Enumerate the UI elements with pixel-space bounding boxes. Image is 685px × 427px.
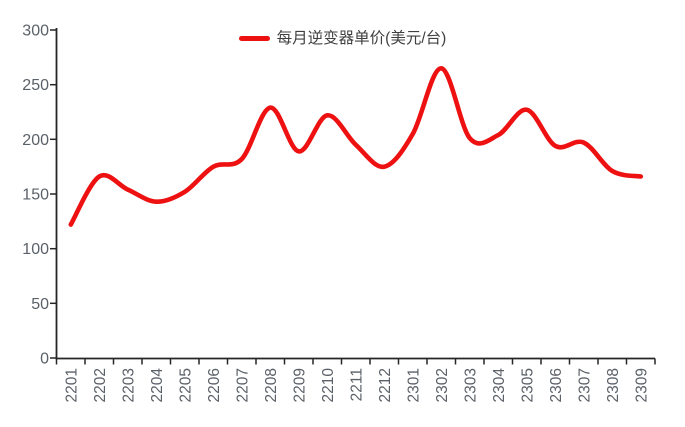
x-tick-label: 2201 [63,368,80,402]
y-tick-label: 100 [22,241,49,258]
x-tick-label: 2206 [206,368,223,402]
x-tick-label: 2308 [605,368,622,402]
x-tick-label: 2203 [120,368,137,402]
price-line-series [68,66,644,227]
x-tick-label: 2301 [405,368,422,402]
y-tick-label: 300 [22,23,49,40]
y-tick-label: 200 [22,132,49,149]
axes-lines [55,28,655,360]
x-tick-label: 2204 [149,368,166,403]
x-tick-label: 2202 [92,368,109,402]
x-tick-label: 2205 [177,368,194,402]
x-tick-label: 2208 [263,368,280,402]
x-tick-label: 2207 [234,368,251,402]
y-tick-label: 50 [31,296,49,313]
x-tick-label: 2303 [462,368,479,402]
y-tick-label: 0 [40,351,49,368]
x-tick-label: 2302 [434,368,451,402]
y-tick-label: 250 [22,77,49,94]
x-tick-label: 2210 [320,368,337,403]
x-tick-label: 2209 [291,368,308,402]
x-tick-label: 2212 [377,368,394,402]
y-tick-label: 150 [22,187,49,204]
x-tick-label: 2307 [576,368,593,402]
x-tick-label: 2305 [519,368,536,402]
x-tick-label: 2304 [491,368,508,403]
x-tick-label: 2211 [348,368,365,401]
x-tick-label: 2309 [633,368,650,402]
x-tick-label: 2306 [548,368,565,402]
